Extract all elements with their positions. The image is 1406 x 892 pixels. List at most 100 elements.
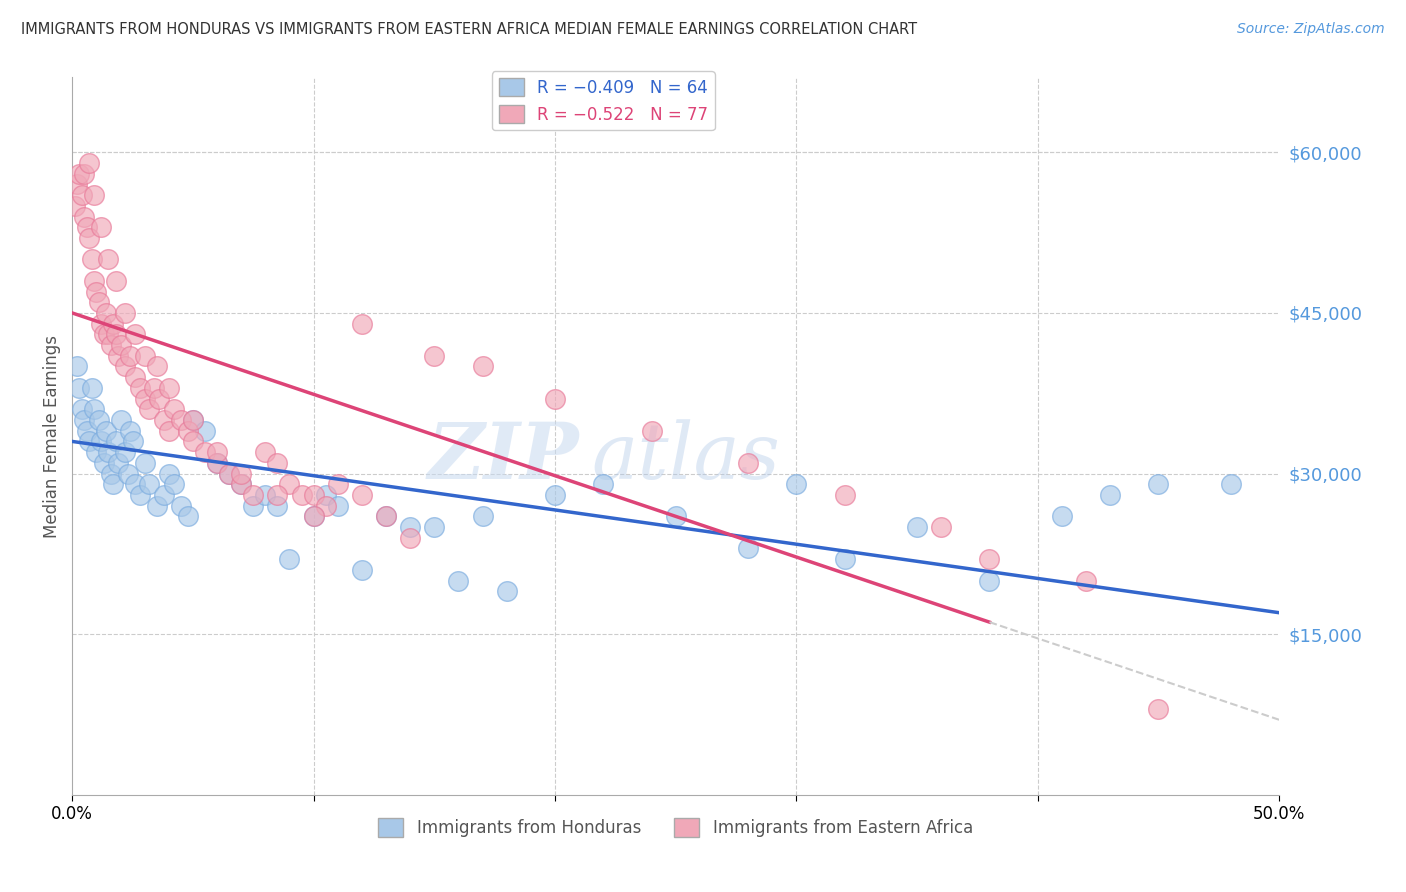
Point xyxy=(128,381,150,395)
Point xyxy=(834,488,856,502)
Point xyxy=(242,488,264,502)
Point xyxy=(231,467,253,481)
Point xyxy=(83,274,105,288)
Point xyxy=(495,584,517,599)
Point xyxy=(100,338,122,352)
Point xyxy=(97,327,120,342)
Text: atlas: atlas xyxy=(591,419,780,496)
Point xyxy=(104,434,127,449)
Point xyxy=(114,445,136,459)
Point xyxy=(375,509,398,524)
Point xyxy=(73,210,96,224)
Point xyxy=(242,499,264,513)
Point xyxy=(76,220,98,235)
Point xyxy=(80,381,103,395)
Point xyxy=(97,445,120,459)
Point xyxy=(1074,574,1097,588)
Point xyxy=(254,488,277,502)
Point xyxy=(737,456,759,470)
Point xyxy=(544,488,567,502)
Point xyxy=(979,574,1001,588)
Point xyxy=(153,413,176,427)
Text: Source: ZipAtlas.com: Source: ZipAtlas.com xyxy=(1237,22,1385,37)
Point xyxy=(124,327,146,342)
Point xyxy=(121,434,143,449)
Point xyxy=(205,456,228,470)
Point xyxy=(785,477,807,491)
Point xyxy=(1147,702,1170,716)
Point xyxy=(114,359,136,374)
Point xyxy=(145,499,167,513)
Point xyxy=(117,467,139,481)
Point xyxy=(302,509,325,524)
Point xyxy=(1099,488,1122,502)
Point xyxy=(326,477,349,491)
Point xyxy=(315,488,337,502)
Point xyxy=(120,424,142,438)
Point xyxy=(103,477,125,491)
Point xyxy=(94,306,117,320)
Point xyxy=(83,402,105,417)
Point xyxy=(423,520,446,534)
Point xyxy=(86,445,108,459)
Point xyxy=(447,574,470,588)
Point xyxy=(162,477,184,491)
Point xyxy=(128,488,150,502)
Point xyxy=(76,424,98,438)
Point xyxy=(471,509,494,524)
Point xyxy=(148,392,170,406)
Point xyxy=(218,467,240,481)
Point xyxy=(326,499,349,513)
Point xyxy=(93,456,115,470)
Point xyxy=(86,285,108,299)
Point xyxy=(205,456,228,470)
Point xyxy=(181,413,204,427)
Point xyxy=(181,434,204,449)
Point xyxy=(83,188,105,202)
Point xyxy=(124,477,146,491)
Point xyxy=(278,477,301,491)
Point xyxy=(231,477,253,491)
Legend: Immigrants from Honduras, Immigrants from Eastern Africa: Immigrants from Honduras, Immigrants fro… xyxy=(371,812,980,844)
Point xyxy=(278,552,301,566)
Point xyxy=(143,381,166,395)
Point xyxy=(399,531,422,545)
Point xyxy=(100,467,122,481)
Point xyxy=(194,424,217,438)
Point xyxy=(375,509,398,524)
Point xyxy=(290,488,312,502)
Text: IMMIGRANTS FROM HONDURAS VS IMMIGRANTS FROM EASTERN AFRICA MEDIAN FEMALE EARNING: IMMIGRANTS FROM HONDURAS VS IMMIGRANTS F… xyxy=(21,22,917,37)
Point xyxy=(90,220,112,235)
Point xyxy=(266,456,288,470)
Point xyxy=(69,381,91,395)
Point xyxy=(120,349,142,363)
Point xyxy=(905,520,928,534)
Point xyxy=(73,413,96,427)
Point xyxy=(87,295,110,310)
Point xyxy=(665,509,688,524)
Point xyxy=(87,413,110,427)
Point xyxy=(302,488,325,502)
Point xyxy=(70,188,93,202)
Point xyxy=(471,359,494,374)
Point xyxy=(231,477,253,491)
Point xyxy=(134,392,156,406)
Point xyxy=(315,499,337,513)
Point xyxy=(93,327,115,342)
Text: ZIP: ZIP xyxy=(427,419,579,496)
Point xyxy=(69,167,91,181)
Point xyxy=(157,424,180,438)
Point xyxy=(177,509,200,524)
Point xyxy=(90,317,112,331)
Point xyxy=(266,488,288,502)
Point xyxy=(266,499,288,513)
Point xyxy=(350,317,373,331)
Point xyxy=(423,349,446,363)
Point xyxy=(70,402,93,417)
Point xyxy=(350,563,373,577)
Point xyxy=(350,488,373,502)
Point xyxy=(138,477,160,491)
Point xyxy=(737,541,759,556)
Point xyxy=(929,520,952,534)
Point xyxy=(107,349,129,363)
